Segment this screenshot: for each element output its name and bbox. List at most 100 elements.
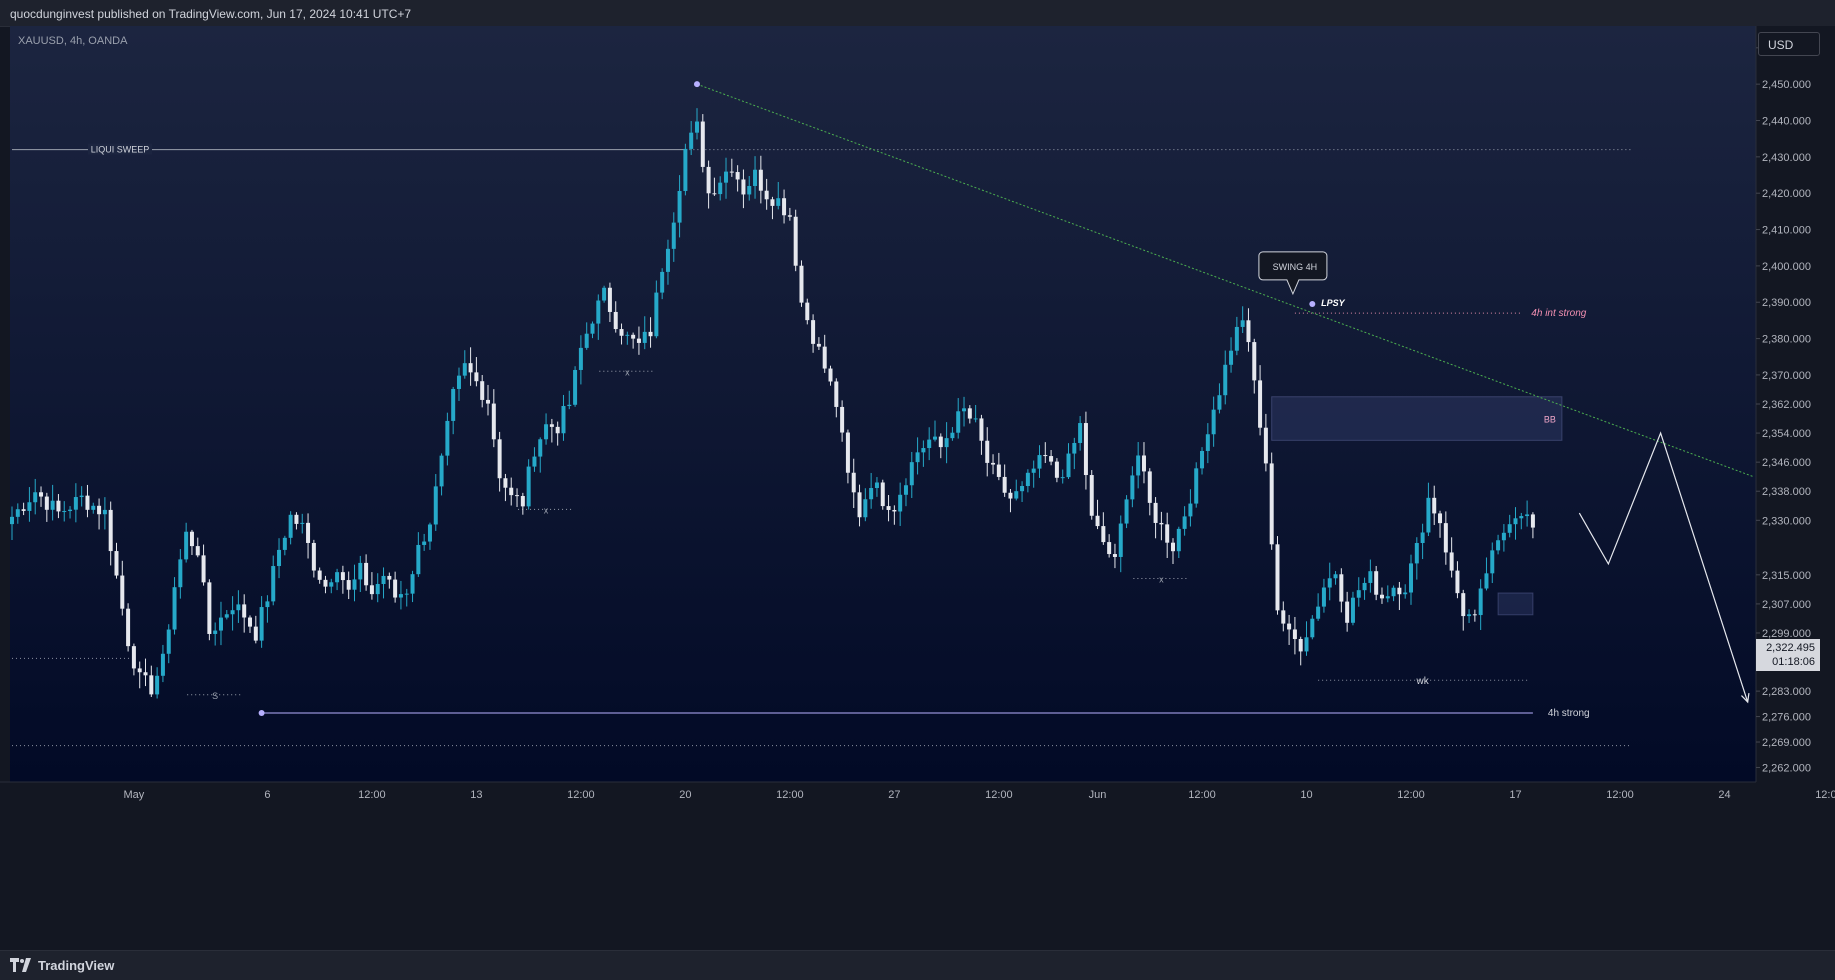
candle-body (869, 488, 874, 500)
last-price-tag: 2,322.495 01:18:06 (1756, 639, 1820, 671)
time-tick-label: Jun (1089, 789, 1107, 801)
order-block-zone (1497, 592, 1534, 616)
candle-body (56, 500, 61, 512)
candle-body (956, 411, 961, 433)
candle-body (1275, 544, 1280, 611)
time-tick-label: 12:00 (1815, 789, 1835, 801)
candle-body (369, 585, 374, 595)
candle-body (619, 329, 624, 336)
candle-body (259, 607, 264, 641)
price-tick-label: 2,430.000 (1762, 152, 1811, 164)
candle-body (1304, 637, 1309, 652)
time-tick-label: 27 (888, 789, 900, 801)
candle-body (1165, 524, 1170, 543)
candle-body (758, 169, 763, 191)
structure-marker: x (625, 367, 630, 377)
candle-body (950, 432, 955, 439)
candle-body (1472, 614, 1477, 616)
time-tick-label: 12:00 (1397, 789, 1425, 801)
candle-body (1298, 639, 1303, 652)
candle-body (1519, 516, 1524, 519)
candle-body (1107, 542, 1112, 555)
candle-body (352, 579, 357, 590)
candle-body (114, 551, 119, 576)
candle-body (1356, 590, 1361, 598)
time-tick-label: 24 (1718, 789, 1730, 801)
price-tick-label: 2,362.000 (1762, 399, 1811, 411)
candle-body (1112, 554, 1117, 557)
structure-marker: x (544, 505, 549, 515)
candle-body (503, 478, 508, 488)
candle-body (776, 198, 781, 206)
price-tick-label: 2,283.000 (1762, 686, 1811, 698)
candle-body (364, 562, 369, 586)
candle-body (126, 608, 131, 647)
candle-body (973, 418, 978, 420)
candle-body (230, 610, 235, 615)
price-tick-label: 2,400.000 (1762, 261, 1811, 273)
candle-body (1316, 606, 1321, 619)
currency-button[interactable]: USD (1758, 32, 1820, 56)
candle-body (677, 190, 682, 223)
candle-body (1176, 528, 1181, 552)
candle-body (1031, 468, 1036, 473)
candle-body (224, 614, 229, 618)
candle-body (1403, 592, 1408, 595)
candle-body (195, 546, 200, 556)
candle-body (451, 388, 456, 421)
candle-body (1263, 427, 1268, 464)
candle-body (387, 575, 392, 580)
publisher-bar: quocdunginvest published on TradingView.… (0, 0, 1835, 27)
candle-body (636, 338, 641, 343)
candle-body (962, 408, 967, 412)
candle-body (433, 486, 438, 525)
candle-body (85, 495, 90, 510)
candle-body (1333, 574, 1338, 579)
candle-body (532, 456, 537, 467)
candle-body (91, 505, 96, 510)
candle-body (1379, 594, 1384, 599)
order-block-zone (1271, 396, 1563, 441)
candle-body (277, 549, 282, 567)
candle-body (909, 462, 914, 486)
price-tick-label: 2,315.000 (1762, 570, 1811, 582)
price-chart[interactable]: 2,460.0002,450.0002,440.0002,430.0002,42… (0, 26, 1835, 950)
candle-body (294, 514, 299, 524)
candle-body (712, 193, 717, 195)
candle-body (1426, 497, 1431, 533)
candle-body (108, 509, 113, 552)
candle-body (1020, 486, 1025, 492)
candle-body (1066, 453, 1071, 478)
candle-body (811, 320, 816, 344)
publisher-text: quocdunginvest published on TradingView.… (10, 7, 412, 21)
candle-body (625, 334, 630, 336)
swing-anchor (1309, 301, 1316, 308)
candle-body (567, 404, 572, 406)
bar-countdown: 01:18:06 (1772, 656, 1815, 668)
price-tick-label: 2,269.000 (1762, 737, 1811, 749)
candle-body (1287, 623, 1292, 630)
candle-body (1397, 587, 1402, 595)
price-axis (1756, 26, 1835, 950)
candle-body (1321, 587, 1326, 607)
candle-body (184, 531, 189, 560)
candle-body (607, 287, 612, 312)
projection-arrowhead (1741, 693, 1750, 704)
candle-body (288, 514, 293, 538)
candle-body (1525, 514, 1530, 517)
candle-body (155, 675, 160, 695)
candle-body (671, 222, 676, 249)
candle-body (1501, 532, 1506, 541)
tradingview-logo[interactable]: TradingView (10, 956, 114, 974)
candle-body (1072, 442, 1077, 454)
time-tick-label: 13 (470, 789, 482, 801)
candle-body (358, 562, 363, 580)
price-tick-label: 2,410.000 (1762, 225, 1811, 237)
candle-body (985, 440, 990, 463)
candle-body (15, 509, 20, 517)
candle-body (1141, 455, 1146, 472)
candle-body (903, 485, 908, 495)
time-tick-label: 12:00 (1606, 789, 1634, 801)
lpsy-label: LPSY (1321, 298, 1346, 308)
candle-body (422, 541, 427, 545)
